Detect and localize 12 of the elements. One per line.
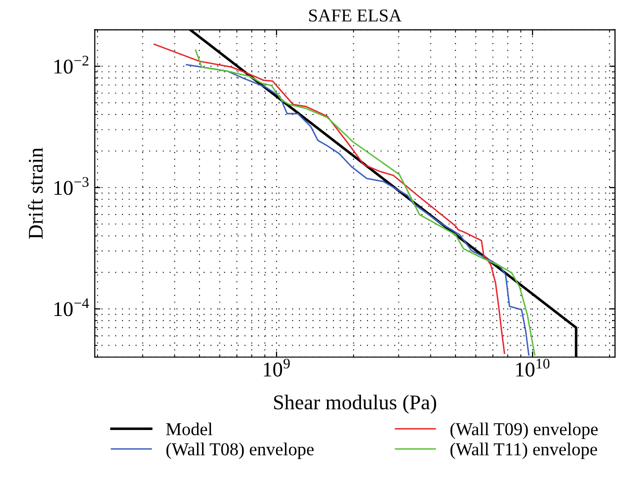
y-tick-label: 10$^{−2}$ [54, 56, 88, 74]
legend-label: (Wall T11) envelope [450, 442, 598, 460]
legend-label: (Wall T09) envelope [450, 422, 598, 439]
y-tick-label: 10$^{−3}$ [54, 177, 89, 195]
x-axis-title: Shear modulus (Pa) [274, 394, 436, 414]
legend-label: Model [166, 422, 212, 436]
x-tick-label: 10$^{10}$ [516, 358, 550, 377]
x-tick-label: 10$^{9}$ [264, 358, 290, 377]
legend-label: (Wall T08) envelope [166, 442, 314, 460]
y-tick-label: 10$^{−4}$ [54, 298, 89, 316]
chart-title: SAFE ELSA [309, 9, 402, 22]
y-axis-title: Drift strain [28, 148, 43, 239]
